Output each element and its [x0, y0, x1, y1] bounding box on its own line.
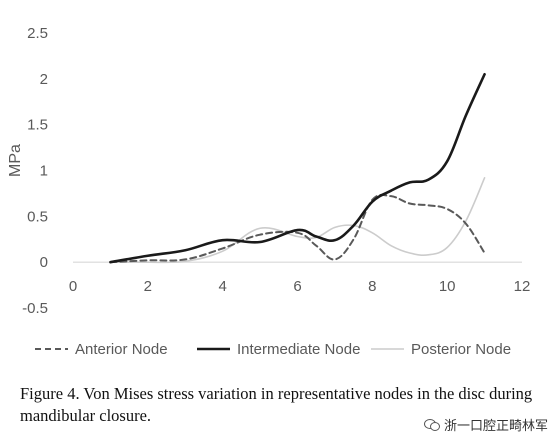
series-line-anterior-node — [109, 193, 486, 264]
wechat-icon — [423, 418, 440, 431]
y-tick-label: 0.5 — [27, 208, 48, 225]
x-tick-label: 2 — [144, 278, 152, 295]
series-line-posterior-node — [109, 177, 486, 264]
x-tick-label: 4 — [218, 278, 226, 295]
y-tick-label: 1 — [40, 163, 48, 180]
y-tick-label: 2.5 — [27, 25, 48, 42]
watermark-text: 浙一口腔正畸林军 — [443, 419, 548, 434]
y-tick-label: -0.5 — [22, 300, 48, 317]
y-tick-label: 2 — [40, 71, 48, 88]
x-tick-label: 8 — [368, 278, 376, 295]
y-tick-label: 1.5 — [27, 117, 48, 134]
series-line-intermediate-node — [109, 72, 486, 264]
y-axis-title: MPa — [7, 144, 24, 177]
figure-caption: Figure 4. Von Mises stress variation in … — [20, 384, 533, 425]
x-tick-label: 6 — [293, 278, 301, 295]
y-axis-ticks: -0.5 0 0.5 1 1.5 2 2.5 — [22, 25, 48, 317]
legend-label: Posterior Node — [411, 341, 511, 358]
chart: -0.5 0 0.5 1 1.5 2 2.5 0 2 4 6 8 10 12 MPa Anterior … — [7, 25, 531, 358]
x-tick-label: 10 — [439, 278, 456, 295]
x-axis-ticks: 0 2 4 6 8 10 12 — [69, 278, 531, 295]
watermark: 浙一口腔正畸林军 — [423, 415, 548, 434]
legend-label: Intermediate Node — [237, 341, 360, 358]
legend-label: Anterior Node — [75, 341, 168, 358]
y-tick-label: 0 — [40, 254, 48, 271]
series-lines — [109, 72, 486, 264]
legend: Anterior Node Intermediate Node Posterior … — [35, 341, 511, 358]
x-tick-label: 12 — [514, 278, 531, 295]
x-tick-label: 0 — [69, 278, 77, 295]
